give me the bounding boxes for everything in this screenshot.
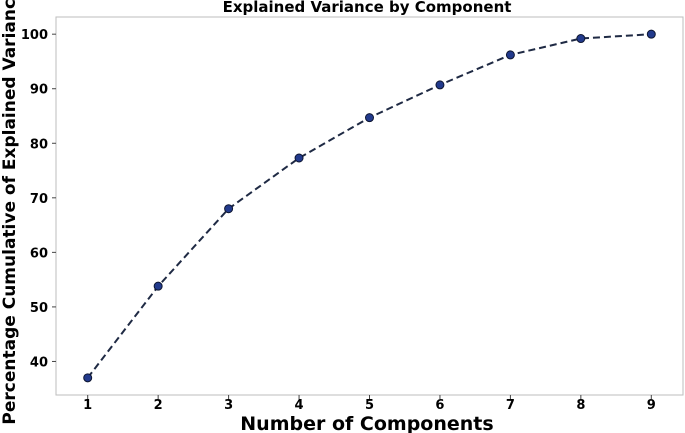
data-point <box>505 50 515 60</box>
data-point <box>365 113 374 123</box>
x-tick-label: 6 <box>435 398 444 413</box>
x-tick-label: 3 <box>224 398 233 413</box>
data-point <box>576 34 586 44</box>
y-axis: 40 50 60 70 80 90 100 <box>21 28 56 370</box>
x-tick-label: 5 <box>365 398 374 413</box>
data-point <box>294 153 304 163</box>
y-tick-label: 40 <box>30 355 48 370</box>
y-tick-label: 70 <box>30 192 48 207</box>
y-tick-label: 90 <box>30 83 48 98</box>
x-tick-label: 7 <box>506 398 515 413</box>
y-axis-label: Percentage Cumulative of Explained Varia… <box>0 0 20 425</box>
x-axis: 1 2 3 4 5 6 7 8 9 <box>83 395 656 413</box>
y-tick-label: 60 <box>30 246 48 261</box>
chart-title: Explained Variance by Component <box>223 0 512 16</box>
x-tick-label: 1 <box>83 398 92 413</box>
data-point <box>435 80 445 90</box>
x-tick-label: 9 <box>647 398 656 413</box>
x-axis-label: Number of Components <box>240 413 493 433</box>
y-tick-label: 80 <box>30 137 48 152</box>
series-line <box>86 33 652 379</box>
plot-frame <box>55 16 684 396</box>
data-point <box>153 281 163 291</box>
data-point <box>646 29 656 39</box>
data-point <box>224 204 234 214</box>
x-tick-label: 4 <box>295 398 304 413</box>
series-markers <box>83 29 656 383</box>
x-tick-label: 2 <box>154 398 163 413</box>
y-tick-label: 100 <box>21 28 48 43</box>
data-point <box>83 373 93 383</box>
x-tick-label: 8 <box>576 398 585 413</box>
y-tick-label: 50 <box>30 301 48 316</box>
